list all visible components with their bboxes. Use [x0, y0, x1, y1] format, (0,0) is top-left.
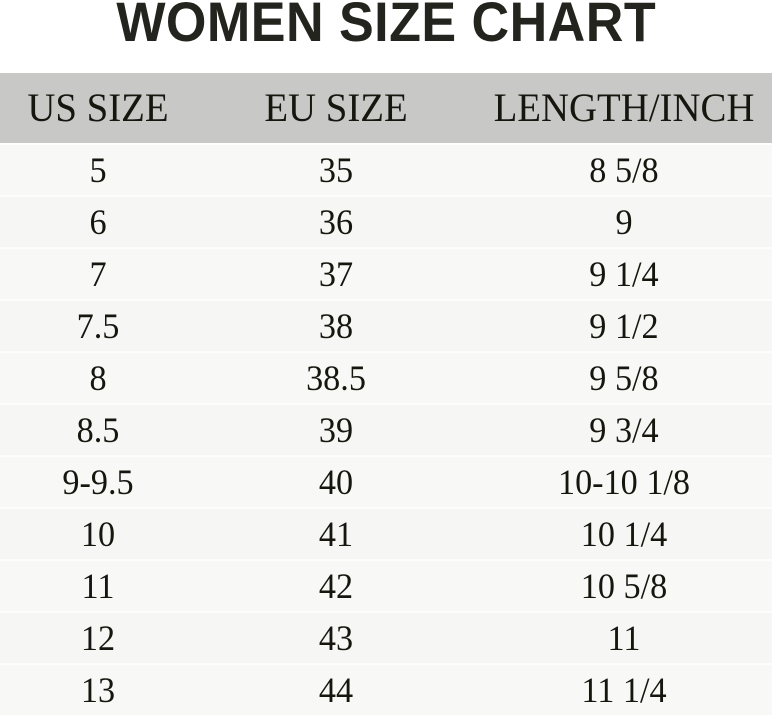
cell-eu-size: 35	[203, 143, 469, 196]
cell-length-inch: 10-10 1/8	[483, 455, 765, 508]
column-header-length-inch: LENGTH/INCH	[493, 85, 755, 130]
cell-us-size: 8.5	[4, 403, 192, 456]
table-row: 8 38.5 9 5/8	[0, 351, 772, 404]
cell-eu-size: 41	[203, 507, 469, 560]
size-chart-table: US SIZE EU SIZE LENGTH/INCH 5 35 8 5/8 6…	[0, 73, 772, 715]
table-row: 13 44 11 1/4	[0, 663, 772, 715]
cell-length-inch: 9 5/8	[483, 351, 765, 404]
cell-us-size: 12	[4, 611, 192, 664]
column-header-us-size: US SIZE	[27, 85, 169, 130]
cell-length-inch: 9 1/4	[483, 247, 765, 300]
cell-us-size: 5	[4, 143, 192, 196]
cell-us-size: 7.5	[4, 299, 192, 352]
cell-eu-size: 39	[203, 403, 469, 456]
cell-eu-size: 37	[203, 247, 469, 300]
cell-length-inch: 8 5/8	[483, 143, 765, 196]
table-row: 5 35 8 5/8	[0, 143, 772, 196]
table-header-row: US SIZE EU SIZE LENGTH/INCH	[0, 73, 772, 144]
cell-us-size: 7	[4, 247, 192, 300]
table-row: 10 41 10 1/4	[0, 507, 772, 560]
cell-eu-size: 38	[203, 299, 469, 352]
table-row: 12 43 11	[0, 611, 772, 664]
table-body: 5 35 8 5/8 6 36 9 7 37 9 1/4 7.5 38 9 1/…	[0, 143, 772, 715]
cell-length-inch: 9	[483, 195, 765, 248]
table-row: 11 42 10 5/8	[0, 559, 772, 612]
cell-eu-size: 42	[203, 559, 469, 612]
column-header-eu-size: EU SIZE	[264, 85, 408, 130]
cell-length-inch: 11	[483, 611, 765, 664]
cell-eu-size: 40	[203, 455, 469, 508]
cell-length-inch: 10 1/4	[483, 507, 765, 560]
chart-title-band: WOMEN SIZE CHART	[0, 0, 772, 73]
table-row: 7.5 38 9 1/2	[0, 299, 772, 352]
cell-eu-size: 44	[203, 663, 469, 715]
cell-eu-size: 38.5	[203, 351, 469, 404]
cell-us-size: 11	[4, 559, 192, 612]
cell-us-size: 8	[4, 351, 192, 404]
cell-length-inch: 9 3/4	[483, 403, 765, 456]
table-header: US SIZE EU SIZE LENGTH/INCH	[0, 73, 772, 144]
cell-eu-size: 36	[203, 195, 469, 248]
table-row: 7 37 9 1/4	[0, 247, 772, 300]
table-row: 8.5 39 9 3/4	[0, 403, 772, 456]
cell-length-inch: 9 1/2	[483, 299, 765, 352]
table-row: 9-9.5 40 10-10 1/8	[0, 455, 772, 508]
cell-us-size: 13	[4, 663, 192, 715]
cell-us-size: 9-9.5	[4, 455, 192, 508]
cell-length-inch: 11 1/4	[483, 663, 765, 715]
cell-eu-size: 43	[203, 611, 469, 664]
cell-length-inch: 10 5/8	[483, 559, 765, 612]
table-row: 6 36 9	[0, 195, 772, 248]
cell-us-size: 6	[4, 195, 192, 248]
page-title: WOMEN SIZE CHART	[116, 0, 656, 53]
cell-us-size: 10	[4, 507, 192, 560]
